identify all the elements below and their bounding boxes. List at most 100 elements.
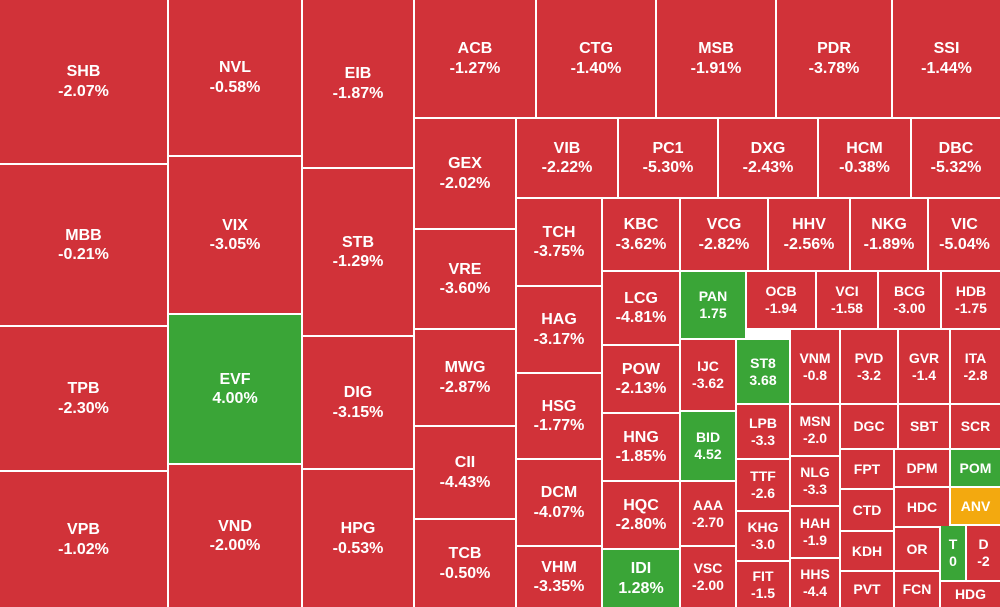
stock-tile[interactable]: HCM -0.38% — [819, 119, 910, 197]
change: 1.28% — [618, 579, 664, 597]
stock-tile[interactable]: VIX -3.05% — [169, 157, 301, 313]
stock-tile[interactable]: DXG -2.43% — [719, 119, 817, 197]
change: -0.38% — [839, 159, 890, 176]
stock-tile[interactable]: IJC -3.62 — [681, 340, 735, 410]
stock-tile[interactable]: SHB -2.07% — [0, 0, 167, 163]
stock-tile[interactable]: PVT — [841, 572, 893, 607]
stock-tile[interactable]: HQC -2.80% — [603, 482, 679, 548]
stock-tile[interactable]: HHV -2.56% — [769, 199, 849, 270]
stock-tile[interactable]: PC1 -5.30% — [619, 119, 717, 197]
stock-tile[interactable]: POM — [951, 450, 1000, 486]
stock-tile[interactable]: DPM — [895, 450, 949, 486]
change: -3.60% — [439, 280, 491, 297]
stock-tile[interactable]: MSN -2.0 — [791, 405, 839, 455]
stock-tile[interactable]: VPB -1.02% — [0, 472, 167, 607]
change: -3.0 — [750, 536, 776, 552]
stock-tile[interactable]: MSB -1.91% — [657, 0, 775, 117]
stock-tile[interactable]: HSG -1.77% — [517, 374, 601, 458]
stock-tile[interactable]: DBC -5.32% — [912, 119, 1000, 197]
stock-tile[interactable]: HPG -0.53% — [303, 470, 413, 607]
ticker: LPB — [749, 414, 777, 431]
stock-tile[interactable]: HDC — [895, 488, 949, 526]
ticker: GEX — [448, 155, 482, 173]
stock-tile[interactable]: OCB -1.94 — [747, 272, 815, 328]
ticker: POM — [959, 459, 992, 476]
stock-tile[interactable]: KBC -3.62% — [603, 199, 679, 270]
stock-tile[interactable]: CTD — [841, 490, 893, 530]
stock-tile[interactable]: BID 4.52 — [681, 412, 735, 480]
stock-tile[interactable]: VCG -2.82% — [681, 199, 767, 270]
stock-tile[interactable]: IDI 1.28% — [603, 550, 679, 607]
stock-tile[interactable]: VCI -1.58 — [817, 272, 877, 328]
stock-tile[interactable]: BCG -3.00 — [879, 272, 940, 328]
stock-tile[interactable]: EVF 4.00% — [169, 315, 301, 463]
stock-tile[interactable]: ACB -1.27% — [415, 0, 535, 117]
change: -1.85% — [615, 448, 667, 465]
stock-tile[interactable]: POW -2.13% — [603, 346, 679, 412]
change: -1.29% — [332, 253, 384, 270]
stock-tile[interactable]: FPT — [841, 450, 893, 488]
stock-tile[interactable]: PAN 1.75 — [681, 272, 745, 338]
stock-tile[interactable]: VIB -2.22% — [517, 119, 617, 197]
ticker: EVF — [219, 370, 251, 388]
stock-tile[interactable]: ANV — [951, 488, 1000, 524]
stock-tile[interactable]: VIC -5.04% — [929, 199, 1000, 270]
stock-tile[interactable]: DIG -3.15% — [303, 337, 413, 468]
ticker: NKG — [871, 216, 907, 234]
stock-tile[interactable]: ST8 3.68 — [737, 340, 789, 403]
stock-tile[interactable]: FCN — [895, 572, 939, 607]
stock-tile[interactable]: VNM -0.8 — [791, 330, 839, 403]
stock-tile[interactable]: SSI -1.44% — [893, 0, 1000, 117]
stock-tile[interactable]: MWG -2.87% — [415, 330, 515, 425]
ticker: SCR — [960, 418, 991, 435]
stock-tile[interactable]: CTG -1.40% — [537, 0, 655, 117]
stock-tile[interactable]: TTF -2.6 — [737, 460, 789, 510]
stock-tile[interactable]: ITA -2.8 — [951, 330, 1000, 403]
stock-tile[interactable]: NLG -3.3 — [791, 457, 839, 505]
stock-tile[interactable]: VRE -3.60% — [415, 230, 515, 328]
stock-tile[interactable]: DCM -4.07% — [517, 460, 601, 545]
ticker: DIG — [343, 384, 373, 402]
stock-tile[interactable]: SCR — [951, 405, 1000, 448]
stock-tile[interactable]: HDB -1.75 — [942, 272, 1000, 328]
stock-tile[interactable]: AAA -2.70 — [681, 482, 735, 545]
stock-tile[interactable]: LPB -3.3 — [737, 405, 789, 458]
stock-tile[interactable]: KDH — [841, 532, 893, 570]
ticker: IJC — [697, 358, 719, 375]
stock-tile[interactable]: GVR -1.4 — [899, 330, 949, 403]
change: -3.62% — [615, 235, 667, 253]
stock-tile[interactable]: PVD -3.2 — [841, 330, 897, 403]
stock-tile[interactable]: TCH -3.75% — [517, 199, 601, 285]
stock-tile[interactable]: NVL -0.58% — [169, 0, 301, 155]
stock-tile[interactable]: TCB -0.50% — [415, 520, 515, 607]
stock-tile[interactable]: EIB -1.87% — [303, 0, 413, 167]
stock-tile[interactable]: VSC -2.00 — [681, 547, 735, 607]
stock-tile[interactable]: FIT -1.5 — [737, 562, 789, 607]
ticker: ANV — [960, 497, 991, 514]
stock-tile[interactable]: HAG -3.17% — [517, 287, 601, 372]
stock-tile[interactable]: NKG -1.89% — [851, 199, 927, 270]
ticker: EIB — [344, 65, 372, 83]
stock-tile[interactable]: GEX -2.02% — [415, 119, 515, 228]
stock-tile[interactable]: TPB -2.30% — [0, 327, 167, 470]
stock-tile[interactable]: DGC — [841, 405, 897, 448]
stock-tile[interactable]: VHM -3.35% — [517, 547, 601, 607]
stock-tile[interactable]: HDG — [941, 582, 1000, 607]
stock-tile[interactable]: PDR -3.78% — [777, 0, 891, 117]
stock-tile[interactable]: HAH -1.9 — [791, 507, 839, 557]
stock-tile[interactable]: KHG -3.0 — [737, 512, 789, 560]
stock-tile[interactable]: MBB -0.21% — [0, 165, 167, 325]
stock-tile[interactable]: HNG -1.85% — [603, 414, 679, 480]
stock-tile[interactable]: SBT — [899, 405, 949, 448]
stock-tile[interactable]: HHS -4.4 — [791, 559, 839, 607]
stock-tile[interactable]: LCG -4.81% — [603, 272, 679, 344]
stock-tile[interactable]: VND -2.00% — [169, 465, 301, 607]
ticker: VHM — [541, 558, 577, 576]
stock-tile[interactable]: OR — [895, 528, 939, 570]
ticker: HSG — [541, 397, 577, 415]
stock-tile[interactable]: CII -4.43% — [415, 427, 515, 518]
stock-tile[interactable]: D -2 — [967, 526, 1000, 580]
stock-tile[interactable]: STB -1.29% — [303, 169, 413, 335]
